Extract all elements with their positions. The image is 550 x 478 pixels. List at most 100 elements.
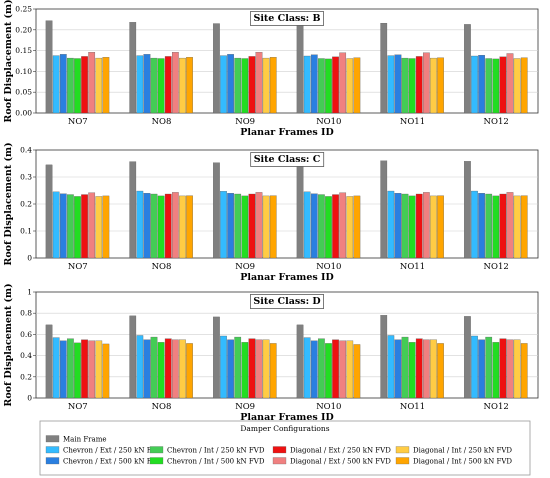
bar bbox=[506, 192, 514, 259]
legend-entry: Chevron / Ext / 500 kN FVD bbox=[63, 458, 163, 466]
y-tick-label: 0.15 bbox=[15, 46, 32, 55]
bar bbox=[401, 57, 409, 114]
y-tick-label: 0.6 bbox=[20, 330, 32, 339]
bar bbox=[255, 339, 263, 399]
bar bbox=[415, 338, 423, 399]
bar bbox=[485, 193, 493, 259]
bar bbox=[310, 193, 318, 259]
bar bbox=[408, 342, 416, 399]
bar bbox=[95, 340, 103, 399]
bar bbox=[157, 342, 165, 399]
bar bbox=[269, 57, 277, 114]
x-tick-label: NO10 bbox=[316, 117, 341, 127]
legend-entry: Diagonal / Ext / 250 kN FVD bbox=[290, 447, 391, 455]
bar bbox=[506, 339, 514, 399]
x-tick-label: NO9 bbox=[235, 262, 255, 272]
y-tick-label: 0.25 bbox=[15, 5, 32, 14]
bar bbox=[67, 194, 74, 259]
legend-swatch bbox=[149, 457, 164, 465]
bar bbox=[492, 195, 500, 259]
bar bbox=[499, 56, 507, 114]
bar bbox=[346, 58, 354, 114]
bar bbox=[262, 195, 270, 259]
bar bbox=[45, 164, 53, 259]
bar bbox=[325, 196, 332, 259]
bar bbox=[513, 339, 521, 399]
bar bbox=[164, 56, 172, 114]
x-tick-label: NO10 bbox=[316, 262, 341, 272]
bar bbox=[513, 195, 521, 259]
y-tick-label: 1 bbox=[27, 288, 32, 297]
bar bbox=[179, 195, 186, 259]
bar bbox=[332, 194, 339, 259]
x-tick-label: NO12 bbox=[484, 117, 509, 127]
bar bbox=[380, 315, 388, 399]
bar bbox=[129, 161, 137, 259]
bar bbox=[220, 191, 227, 259]
bar bbox=[52, 55, 60, 114]
bar bbox=[353, 344, 361, 399]
bar bbox=[339, 192, 347, 259]
bar bbox=[310, 54, 318, 114]
bar bbox=[303, 337, 311, 399]
bar bbox=[520, 343, 528, 399]
x-tick-label: NO12 bbox=[484, 402, 509, 412]
legend-swatch bbox=[45, 446, 60, 454]
y-tick-label: 0.20 bbox=[15, 25, 32, 34]
bar bbox=[45, 20, 53, 114]
bar bbox=[325, 343, 332, 399]
bar bbox=[520, 57, 528, 114]
y-axis-label: Roof Displacement (m) bbox=[3, 0, 14, 123]
bar bbox=[437, 57, 444, 114]
chart-title: Site Class: C bbox=[254, 154, 321, 165]
legend-entry: Chevron / Int / 500 kN FVD bbox=[167, 458, 265, 466]
bar bbox=[303, 191, 311, 259]
chart-panel-2: 0 0.1 0.2 0.3 0.4 NO7 NO8 NO9 NO10 NO11 NO12 Site C… bbox=[3, 142, 539, 283]
bar bbox=[81, 339, 88, 399]
bar bbox=[415, 193, 423, 259]
bar bbox=[499, 193, 507, 259]
bar bbox=[408, 195, 416, 259]
bar bbox=[318, 338, 325, 399]
y-tick-label: 0 bbox=[27, 394, 32, 403]
legend-swatch bbox=[45, 457, 60, 465]
bar bbox=[387, 190, 395, 259]
bar bbox=[353, 195, 361, 259]
chart-panel-1: 0.00 0.05 0.10 0.15 0.20 0.25 NO7 NO8 NO9 NO10 NO1… bbox=[3, 0, 539, 138]
y-tick-label: 0.2 bbox=[20, 200, 32, 209]
bar bbox=[186, 195, 193, 259]
bar bbox=[171, 192, 179, 259]
bar bbox=[143, 54, 151, 114]
bar bbox=[478, 193, 485, 259]
bar bbox=[401, 336, 409, 399]
bar bbox=[74, 58, 81, 114]
bar bbox=[499, 338, 507, 399]
x-tick-label: NO7 bbox=[68, 262, 88, 272]
legend-entry: Chevron / Ext / 250 kN FVD bbox=[63, 447, 163, 455]
bar bbox=[255, 52, 263, 114]
bar bbox=[52, 337, 60, 399]
legend-swatch bbox=[149, 446, 164, 454]
bar bbox=[88, 340, 96, 399]
bar bbox=[394, 193, 402, 259]
bar bbox=[437, 195, 444, 259]
bar bbox=[213, 23, 220, 114]
bar bbox=[157, 195, 165, 259]
bar bbox=[95, 196, 103, 259]
bar bbox=[179, 57, 186, 114]
legend-swatch bbox=[395, 446, 410, 454]
bar bbox=[171, 52, 179, 114]
chart-title-box bbox=[250, 11, 324, 26]
bar bbox=[380, 22, 388, 114]
bar bbox=[213, 316, 220, 399]
bar bbox=[67, 338, 74, 399]
legend-entry: Chevron / Int / 250 kN FVD bbox=[167, 447, 265, 455]
bar bbox=[95, 57, 103, 114]
chart-panel-3: 0 0.2 0.4 0.6 0.8 1 NO7 NO8 NO9 NO10 NO11 NO12 Site … bbox=[3, 283, 539, 423]
bar bbox=[485, 58, 493, 114]
bar bbox=[129, 22, 137, 114]
x-tick-label: NO12 bbox=[484, 262, 509, 272]
bar bbox=[408, 58, 416, 114]
bar bbox=[81, 56, 88, 114]
